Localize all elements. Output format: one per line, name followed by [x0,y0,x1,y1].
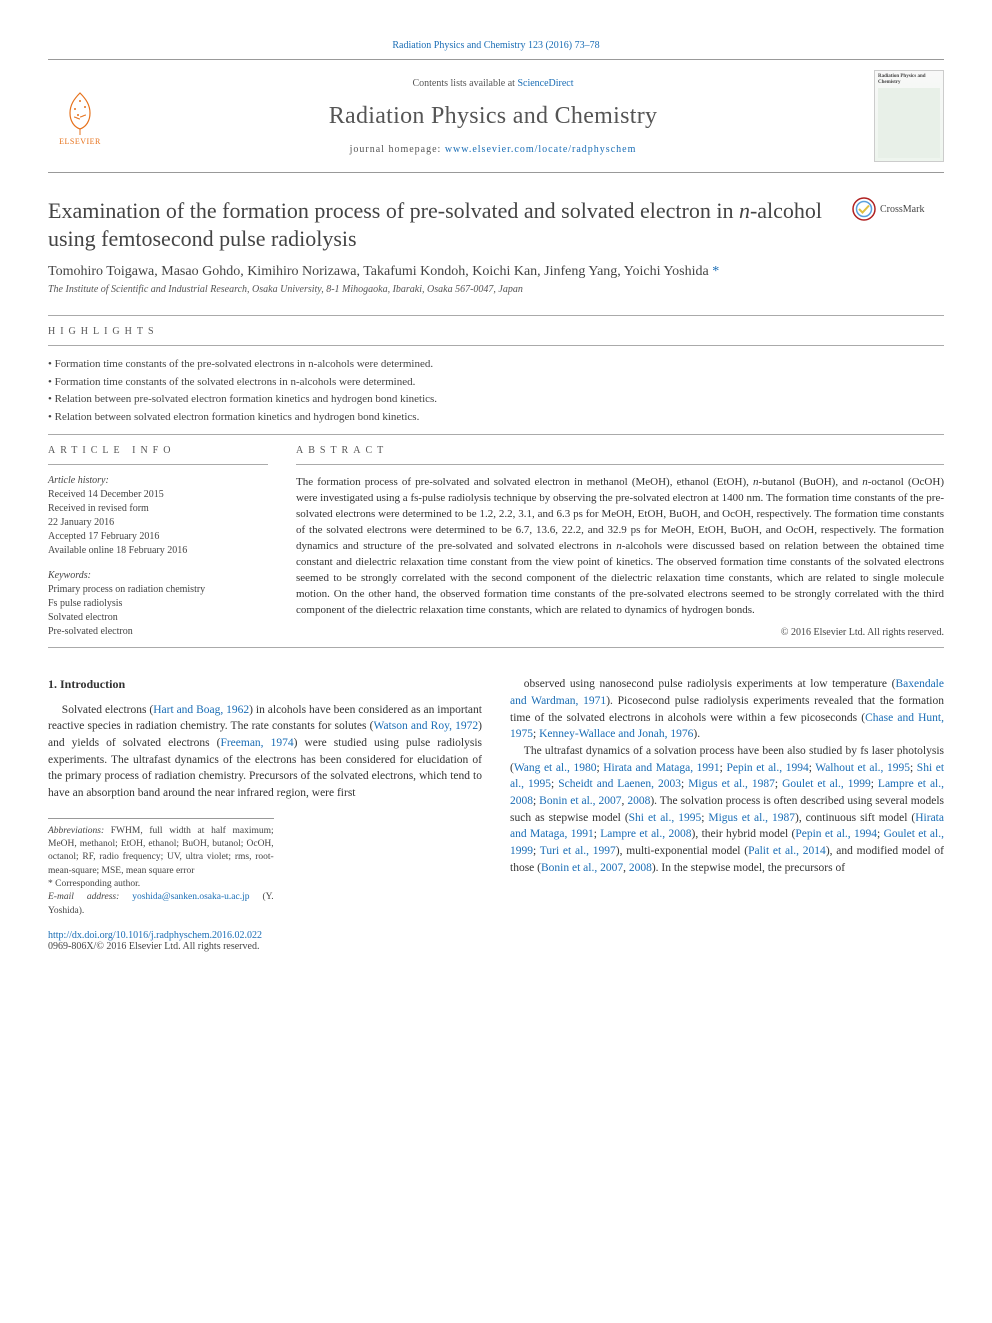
ref-link[interactable]: Hart and Boag, 1962 [153,704,249,716]
corr-footnote: * Corresponding author. [48,878,274,891]
top-citation-link[interactable]: Radiation Physics and Chemistry 123 (201… [392,40,599,51]
divider [48,315,944,316]
divider [48,345,944,346]
ref-link[interactable]: Pepin et al., 1994 [795,828,877,840]
highlight-item: Relation between solvated electron forma… [48,409,944,427]
column-right: observed using nanosecond pulse radiolys… [510,676,944,918]
ref-link[interactable]: Bonin et al., 2007 [539,795,621,807]
abbrev-label: Abbreviations: [48,826,104,836]
ref-link[interactable]: Wang et al., 1980 [514,762,597,774]
ref-link[interactable]: Baxendale and Wardman, 1971 [510,678,944,707]
affiliation: The Institute of Scientific and Industri… [48,284,944,295]
keyword: Primary process on radiation chemistry [48,583,268,597]
issn-line: 0969-806X/© 2016 Elsevier Ltd. All right… [48,941,944,952]
highlight-item: Formation time constants of the solvated… [48,374,944,392]
ref-link[interactable]: 2008 [629,862,652,874]
divider [48,434,944,435]
divider [296,464,944,465]
keyword: Fs pulse radiolysis [48,597,268,611]
footnotes: Abbreviations: FWHM, full width at half … [48,818,274,918]
sciencedirect-link[interactable]: ScienceDirect [517,78,573,89]
ref-link[interactable]: Bonin et al., 2007 [541,862,623,874]
email-footnote: E-mail address: yoshida@sanken.osaka-u.a… [48,891,274,918]
ref-link[interactable]: Lampre et al., 2008 [600,828,691,840]
contents-prefix: Contents lists available at [412,78,517,89]
intro-para-3: The ultrafast dynamics of a solvation pr… [510,743,944,876]
article-info-label: ARTICLE INFO [48,445,268,456]
history-line: Received 14 December 2015 [48,488,268,502]
divider [48,464,268,465]
intro-para-2: observed using nanosecond pulse radiolys… [510,676,944,743]
history-line: Accepted 17 February 2016 [48,530,268,544]
bottom-meta: http://dx.doi.org/10.1016/j.radphyschem.… [48,930,944,952]
abstract: ABSTRACT The formation process of pre-so… [296,445,944,639]
corresponding-marker[interactable]: * [712,264,719,279]
keyword: Pre-solvated electron [48,625,268,639]
highlight-item: Formation time constants of the pre-solv… [48,356,944,374]
body-columns: 1. Introduction Solvated electrons (Hart… [48,676,944,918]
homepage-prefix: journal homepage: [350,144,445,155]
publisher-logo: ELSEVIER [48,80,112,152]
ref-link[interactable]: Shi et al., 1995 [629,812,702,824]
doi-link[interactable]: http://dx.doi.org/10.1016/j.radphyschem.… [48,930,262,941]
crossmark-icon [852,197,876,221]
article-title: Examination of the formation process of … [48,197,836,252]
article-info: ARTICLE INFO Article history: Received 1… [48,445,268,639]
keywords-label: Keywords: [48,570,268,581]
intro-heading: 1. Introduction [48,676,482,693]
ref-link[interactable]: Freeman, 1974 [220,737,293,749]
highlights-list: Formation time constants of the pre-solv… [48,356,944,426]
abstract-label: ABSTRACT [296,445,944,456]
ref-link[interactable]: Pepin et al., 1994 [726,762,808,774]
email-label: E-mail address: [48,892,132,902]
ref-link[interactable]: Goulet et al., 1999 [782,778,871,790]
crossmark-label: CrossMark [880,204,924,215]
abstract-text: The formation process of pre-solvated an… [296,475,944,618]
top-citation: Radiation Physics and Chemistry 123 (201… [48,40,944,51]
history-line: 22 January 2016 [48,516,268,530]
journal-cover-thumb: Radiation Physics and Chemistry [874,70,944,162]
ref-link[interactable]: Palit et al., 2014 [748,845,826,857]
journal-name: Radiation Physics and Chemistry [128,103,858,130]
history-label: Article history: [48,475,268,486]
ref-link[interactable]: Hirata and Mataga, 1991 [603,762,719,774]
divider [48,647,944,648]
ref-link[interactable]: 2008 [627,795,650,807]
crossmark-badge[interactable]: CrossMark [852,197,944,221]
publisher-name: ELSEVIER [59,137,101,146]
journal-header: ELSEVIER Contents lists available at Sci… [48,59,944,173]
history-line: Available online 18 February 2016 [48,544,268,558]
elsevier-tree-icon [56,87,104,135]
journal-cover-image [878,88,940,158]
highlights-label: HIGHLIGHTS [48,326,944,337]
ref-link[interactable]: Watson and Roy, 1972 [374,720,479,732]
homepage-line: journal homepage: www.elsevier.com/locat… [128,144,858,155]
highlight-item: Relation between pre-solvated electron f… [48,391,944,409]
abbrev-footnote: Abbreviations: FWHM, full width at half … [48,825,274,878]
keyword: Solvated electron [48,611,268,625]
ref-link[interactable]: Scheidt and Laenen, 2003 [558,778,681,790]
intro-para-1: Solvated electrons (Hart and Boag, 1962)… [48,702,482,802]
ref-link[interactable]: Walhout et al., 1995 [815,762,910,774]
ref-link[interactable]: Migus et al., 1987 [708,812,795,824]
abstract-copyright: © 2016 Elsevier Ltd. All rights reserved… [296,627,944,638]
authors: Tomohiro Toigawa, Masao Gohdo, Kimihiro … [48,264,944,280]
header-center: Contents lists available at ScienceDirec… [128,78,858,155]
journal-cover-title: Radiation Physics and Chemistry [878,74,940,85]
contents-line: Contents lists available at ScienceDirec… [128,78,858,89]
ref-link[interactable]: Kenney-Wallace and Jonah, 1976 [539,728,693,740]
email-link[interactable]: yoshida@sanken.osaka-u.ac.jp [132,892,249,902]
history-line: Received in revised form [48,502,268,516]
column-left: 1. Introduction Solvated electrons (Hart… [48,676,482,918]
homepage-link[interactable]: www.elsevier.com/locate/radphyschem [445,144,637,155]
ref-link[interactable]: Turi et al., 1997 [540,845,616,857]
ref-link[interactable]: Migus et al., 1987 [688,778,775,790]
